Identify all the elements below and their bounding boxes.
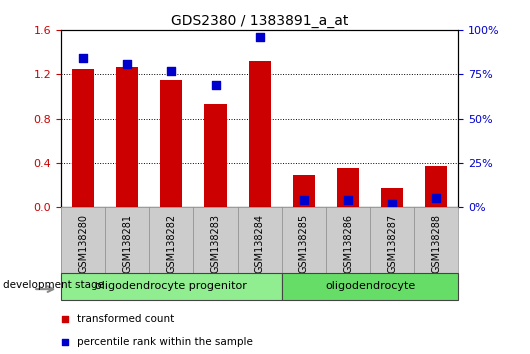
- Point: [292, 223, 300, 229]
- Text: GSM138286: GSM138286: [343, 214, 353, 273]
- Text: GSM138283: GSM138283: [210, 214, 220, 273]
- Bar: [205, 104, 227, 207]
- Bar: [160, 80, 182, 207]
- Point: [255, 34, 264, 40]
- Text: GSM138284: GSM138284: [255, 214, 264, 273]
- Point: [292, 14, 300, 19]
- Bar: [293, 175, 315, 207]
- Title: GDS2380 / 1383891_a_at: GDS2380 / 1383891_a_at: [171, 14, 348, 28]
- Text: development stage: development stage: [3, 280, 104, 290]
- Bar: [61, 273, 282, 300]
- Text: percentile rank within the sample: percentile rank within the sample: [77, 337, 253, 347]
- Point: [388, 201, 396, 206]
- Point: [167, 68, 175, 74]
- Text: GSM138288: GSM138288: [431, 214, 441, 273]
- Text: GSM138280: GSM138280: [78, 214, 88, 273]
- Bar: [425, 166, 447, 207]
- Point: [344, 197, 352, 203]
- Text: transformed count: transformed count: [77, 314, 174, 324]
- Point: [299, 197, 308, 203]
- Bar: [72, 69, 94, 207]
- Bar: [249, 61, 271, 207]
- Point: [79, 56, 87, 61]
- Text: GSM138285: GSM138285: [299, 214, 309, 273]
- Point: [123, 61, 131, 67]
- Bar: [282, 273, 458, 300]
- Bar: [337, 169, 359, 207]
- Text: GSM138282: GSM138282: [166, 214, 176, 273]
- Point: [432, 195, 440, 201]
- Text: oligodendrocyte: oligodendrocyte: [325, 281, 415, 291]
- Text: oligodendrocyte progenitor: oligodendrocyte progenitor: [95, 281, 248, 291]
- Text: GSM138281: GSM138281: [122, 214, 132, 273]
- Bar: [116, 67, 138, 207]
- Bar: [381, 188, 403, 207]
- Point: [211, 82, 220, 88]
- Text: GSM138287: GSM138287: [387, 214, 397, 273]
